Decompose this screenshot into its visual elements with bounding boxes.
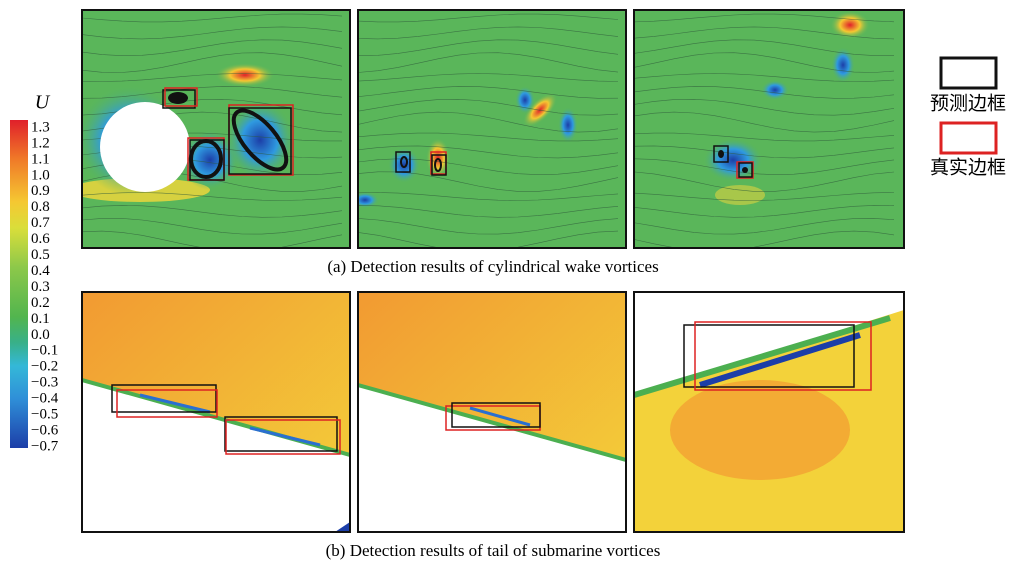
colorbar-tick-label: 0.0 bbox=[31, 327, 50, 343]
streamline bbox=[634, 171, 895, 192]
panel-b1 bbox=[82, 292, 350, 532]
streamline bbox=[82, 39, 343, 57]
streamline bbox=[634, 132, 895, 142]
colorbar-tick-label: 1.2 bbox=[31, 135, 50, 151]
streamline bbox=[634, 111, 895, 133]
colorbar bbox=[10, 120, 28, 448]
streamline bbox=[634, 86, 895, 99]
legend-predicted: 预测边框 bbox=[930, 93, 1006, 115]
streamline bbox=[634, 218, 895, 235]
panel-a3 bbox=[634, 10, 904, 248]
legend-ground-truth: 真实边框 bbox=[930, 157, 1006, 179]
colorbar-tick-label: −0.6 bbox=[31, 422, 59, 438]
panel-a1 bbox=[82, 10, 350, 248]
streamline bbox=[358, 98, 619, 116]
streamline bbox=[358, 13, 619, 23]
streamline bbox=[634, 145, 895, 159]
streamline bbox=[358, 73, 619, 82]
streamline bbox=[358, 26, 619, 40]
streamline bbox=[82, 192, 343, 201]
streamline bbox=[358, 145, 619, 159]
legend-swatch-ground-truth bbox=[939, 121, 998, 155]
colorbar-tick-label: 0.2 bbox=[31, 295, 50, 311]
colorbar-tick-label: 0.8 bbox=[31, 199, 50, 215]
streamline bbox=[634, 13, 895, 23]
streamline bbox=[634, 158, 895, 176]
legend-swatch-predicted bbox=[939, 56, 998, 90]
panel-a2 bbox=[358, 10, 626, 248]
colorbar-tick-label: 1.0 bbox=[31, 167, 50, 183]
streamline bbox=[358, 230, 619, 248]
streamline bbox=[358, 52, 619, 73]
colorbar-tick-label: 0.5 bbox=[31, 247, 50, 263]
streamline bbox=[358, 39, 619, 57]
panel-b2 bbox=[358, 292, 626, 532]
streamline bbox=[82, 218, 343, 235]
colorbar-tick-label: 0.9 bbox=[31, 183, 50, 199]
streamline bbox=[358, 205, 619, 218]
streamline bbox=[82, 98, 343, 116]
caption-b: (b) Detection results of tail of submari… bbox=[326, 541, 661, 560]
colorbar-tick-label: −0.2 bbox=[31, 359, 58, 375]
panel-frames bbox=[81, 9, 905, 533]
streamline bbox=[82, 13, 343, 23]
streamline bbox=[358, 111, 619, 133]
streamline bbox=[358, 218, 619, 235]
colorbar-tick-label: 0.1 bbox=[31, 311, 50, 327]
streamline bbox=[82, 205, 343, 218]
colorbar-tick-label: −0.1 bbox=[31, 343, 58, 359]
colorbar-label: U bbox=[35, 92, 51, 114]
colorbar-tick-label: 0.4 bbox=[31, 263, 50, 279]
colorbar-tick-label: 0.7 bbox=[31, 215, 50, 231]
caption-a: (a) Detection results of cylindrical wak… bbox=[327, 257, 658, 276]
streamline bbox=[358, 158, 619, 176]
streamline bbox=[634, 52, 895, 73]
colorbar-tick-label: 0.6 bbox=[31, 231, 50, 247]
streamline bbox=[82, 73, 343, 82]
colorbar-tick-label: 0.3 bbox=[31, 279, 50, 295]
colorbar-ticks: 1.31.21.11.00.90.80.70.60.50.40.30.20.10… bbox=[31, 119, 59, 454]
streamline bbox=[634, 98, 895, 116]
streamline bbox=[82, 86, 343, 99]
panel-b3 bbox=[634, 292, 904, 532]
streamline bbox=[82, 26, 343, 40]
streamline bbox=[634, 192, 895, 201]
streamline bbox=[358, 86, 619, 99]
colorbar-tick-label: 1.3 bbox=[31, 119, 50, 135]
colorbar-tick-label: 1.1 bbox=[31, 151, 50, 167]
colorbar-tick-label: −0.5 bbox=[31, 407, 58, 423]
streamline bbox=[82, 52, 343, 73]
streamline bbox=[634, 39, 895, 56]
streamline bbox=[358, 171, 619, 192]
streamline bbox=[634, 205, 895, 218]
streamline bbox=[634, 26, 895, 40]
streamline bbox=[634, 73, 895, 82]
streamline bbox=[358, 132, 619, 142]
colorbar-tick-label: −0.4 bbox=[31, 391, 59, 407]
colorbar-tick-label: −0.3 bbox=[31, 375, 58, 391]
streamline bbox=[358, 192, 619, 201]
colorbar-tick-label: −0.7 bbox=[31, 438, 59, 454]
